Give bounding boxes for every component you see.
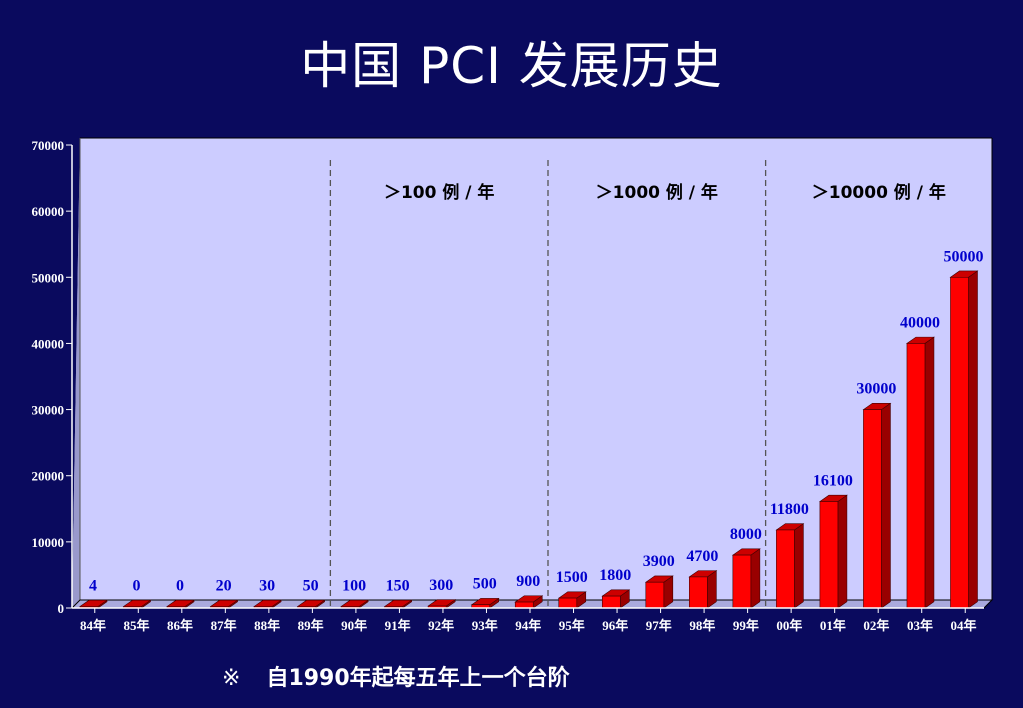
- data-label: 20: [216, 578, 232, 595]
- x-tick-label: 01年: [820, 618, 846, 633]
- bar-front: [732, 554, 752, 609]
- footnote: ※ 自1990年起每五年上一个台阶: [222, 660, 570, 692]
- bar-front: [819, 501, 839, 609]
- x-tick-label: 04年: [950, 618, 976, 633]
- bar-front: [906, 343, 926, 609]
- x-tick-label: 91年: [385, 618, 411, 633]
- bar: [644, 575, 674, 609]
- era-label: ＞100 例 / 年: [384, 182, 494, 203]
- data-label: 8000: [730, 526, 762, 543]
- data-label: 150: [386, 578, 410, 595]
- plot-area: [72, 138, 992, 608]
- data-label: 50000: [943, 248, 983, 265]
- bar-front: [558, 597, 578, 609]
- x-tick-label: 99年: [733, 618, 759, 633]
- bar: [818, 494, 848, 609]
- x-tick-label: 93年: [472, 618, 498, 633]
- reference-mark: ※: [222, 666, 241, 691]
- x-tick-label: 95年: [559, 618, 585, 633]
- bar-front: [514, 601, 534, 609]
- bar-side: [881, 402, 891, 609]
- bar-front: [863, 409, 882, 609]
- bar-side: [968, 270, 978, 609]
- data-label: 4: [89, 578, 97, 595]
- bar-front: [645, 581, 665, 609]
- x-tick-label: 00年: [776, 618, 802, 633]
- bar: [514, 595, 544, 609]
- data-label: 4700: [686, 548, 718, 565]
- bar-side: [924, 336, 935, 609]
- x-tick-label: 02年: [863, 618, 889, 633]
- y-tick-label: 30000: [32, 403, 65, 418]
- bar-front: [776, 529, 795, 609]
- slide-title: 中国 PCI 发展历史: [300, 37, 723, 95]
- data-label: 11800: [770, 501, 809, 518]
- era-label: ＞1000 例 / 年: [596, 182, 718, 203]
- data-label: 0: [176, 578, 184, 595]
- bar: [862, 402, 892, 609]
- data-label: 16100: [813, 473, 853, 490]
- x-tick-label: 90年: [341, 618, 367, 633]
- data-label: 50: [303, 578, 319, 595]
- bar-front: [950, 276, 969, 609]
- data-label: 1800: [599, 567, 631, 584]
- y-tick-label: 70000: [32, 138, 65, 153]
- data-label: 300: [429, 577, 453, 594]
- data-label: 30: [259, 578, 275, 595]
- x-tick-label: 84年: [80, 618, 106, 633]
- x-tick-label: 87年: [211, 618, 237, 633]
- data-label: 30000: [856, 381, 896, 398]
- y-tick-label: 0: [58, 601, 65, 616]
- bar-side: [750, 548, 761, 609]
- bar-front: [601, 595, 621, 609]
- plot-side-wall: [72, 138, 80, 608]
- x-tick-label: 03年: [907, 618, 933, 633]
- x-tick-label: 98年: [689, 618, 715, 633]
- bar: [906, 336, 935, 609]
- era-label: ＞10000 例 / 年: [812, 182, 946, 203]
- data-label: 500: [473, 576, 497, 593]
- data-label: 40000: [900, 314, 940, 331]
- bar: [949, 270, 979, 609]
- data-label: 0: [133, 578, 141, 595]
- bar: [775, 523, 805, 609]
- x-tick-label: 86年: [167, 618, 193, 633]
- bar-front: [689, 576, 708, 609]
- x-tick-label: 96年: [602, 618, 628, 633]
- x-tick-label: 88年: [254, 618, 280, 633]
- bar: [470, 597, 500, 609]
- y-tick-label: 20000: [32, 469, 65, 484]
- bar: [601, 589, 631, 609]
- x-tick-label: 85年: [124, 618, 150, 633]
- data-label: 100: [342, 578, 366, 595]
- bar: [731, 548, 761, 609]
- y-tick-label: 50000: [32, 270, 65, 285]
- bar: [688, 570, 718, 609]
- bar: [383, 599, 413, 609]
- bar-side: [837, 494, 848, 609]
- y-tick-label: 60000: [32, 204, 65, 219]
- x-tick-label: 94年: [515, 618, 541, 633]
- bar-side: [794, 523, 804, 609]
- y-tick-label: 10000: [32, 535, 65, 550]
- footnote-text: 自1990年起每五年上一个台阶: [266, 666, 570, 691]
- x-tick-label: 97年: [646, 618, 672, 633]
- data-label: 900: [516, 573, 540, 590]
- x-tick-label: 89年: [298, 618, 324, 633]
- x-tick-label: 92年: [428, 618, 454, 633]
- data-label: 3900: [643, 553, 675, 570]
- data-label: 1500: [556, 569, 588, 586]
- y-tick-label: 40000: [32, 336, 65, 351]
